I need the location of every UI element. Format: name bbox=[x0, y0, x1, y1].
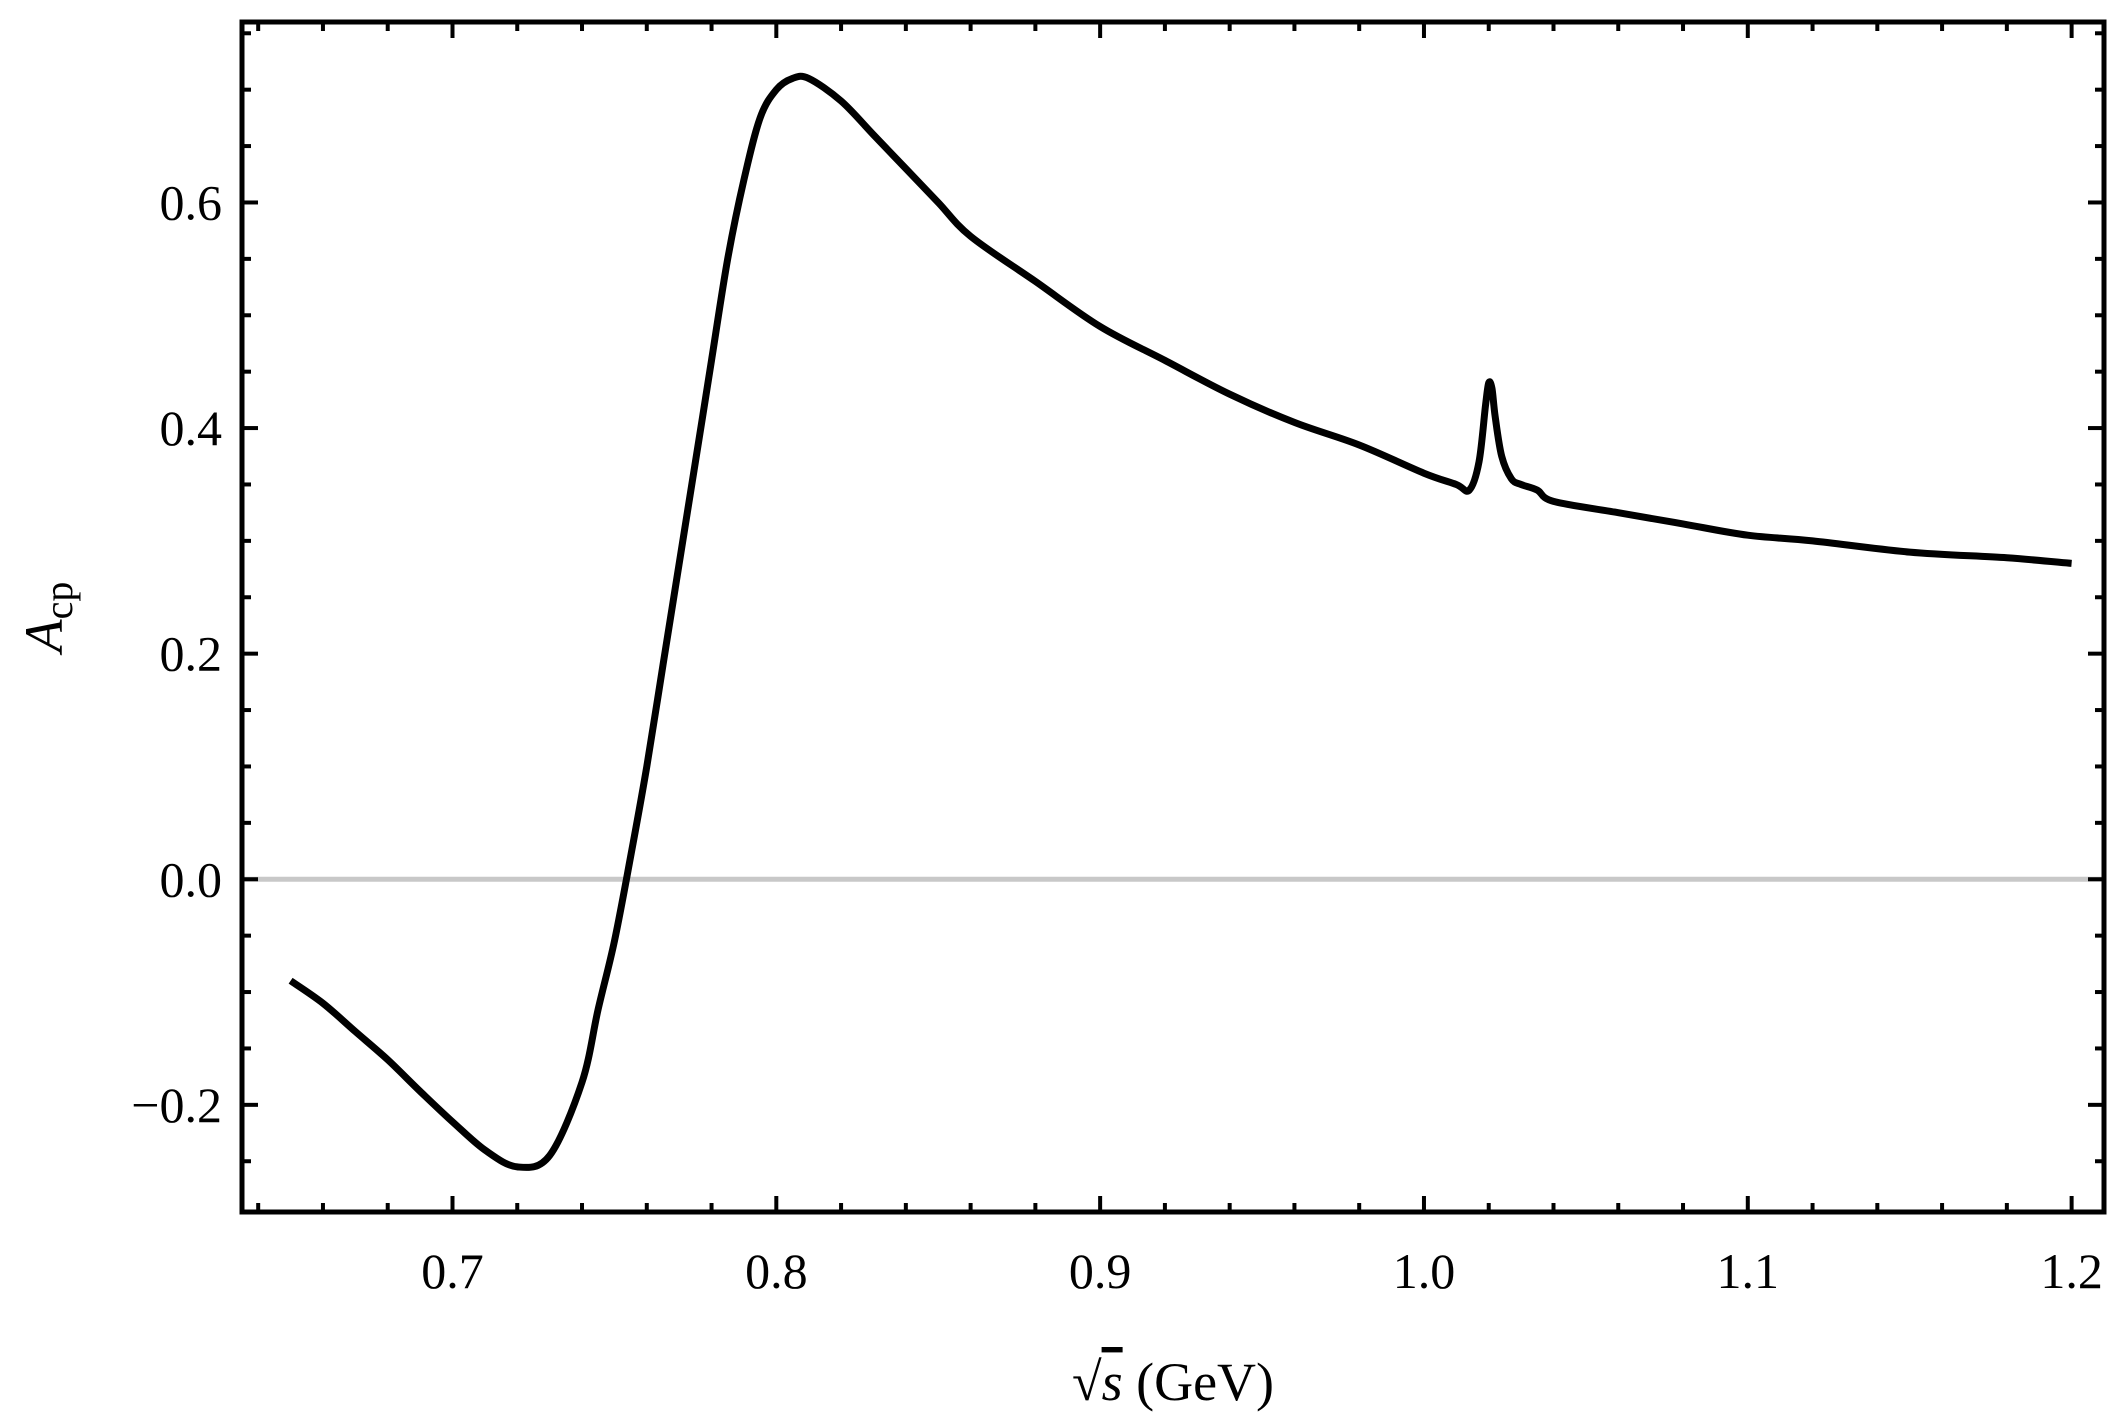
x-tick-label: 1.0 bbox=[1393, 1243, 1456, 1299]
x-tick-label: 1.1 bbox=[1717, 1243, 1780, 1299]
x-tick-label: 0.7 bbox=[421, 1243, 484, 1299]
x-axis-label: √s (GeV) bbox=[1072, 1352, 1274, 1412]
y-axis-label-main: A bbox=[14, 618, 74, 655]
y-axis-label: Acp bbox=[14, 582, 81, 656]
y-tick-label: 0.2 bbox=[160, 626, 223, 682]
y-tick-label: 0.0 bbox=[160, 851, 223, 907]
y-tick-label: 0.6 bbox=[160, 174, 223, 230]
y-tick-label: −0.2 bbox=[131, 1077, 222, 1133]
x-axis-label-unit: (GeV) bbox=[1123, 1352, 1274, 1412]
y-tick-label: 0.4 bbox=[160, 400, 223, 456]
x-axis-label-variable: s bbox=[1102, 1352, 1123, 1412]
y-axis-label-sub: cp bbox=[36, 582, 81, 620]
x-tick-label: 0.8 bbox=[745, 1243, 808, 1299]
x-axis-label-radical: √ bbox=[1072, 1352, 1102, 1412]
plot-frame bbox=[239, 19, 2107, 1215]
x-tick-label: 1.2 bbox=[2040, 1243, 2103, 1299]
x-tick-label: 0.9 bbox=[1069, 1243, 1132, 1299]
series-line bbox=[288, 72, 2072, 1171]
